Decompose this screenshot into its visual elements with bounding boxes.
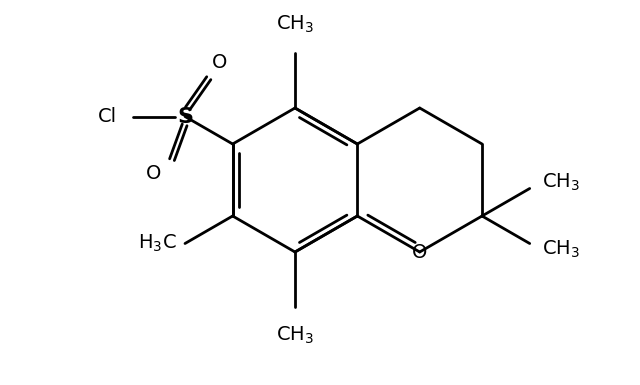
Text: O: O: [212, 53, 227, 72]
Text: CH$_3$: CH$_3$: [276, 325, 314, 346]
Text: Cl: Cl: [98, 107, 117, 126]
Text: H$_3$C: H$_3$C: [138, 233, 177, 254]
Text: CH$_3$: CH$_3$: [541, 172, 580, 193]
Text: CH$_3$: CH$_3$: [276, 14, 314, 35]
Text: S: S: [177, 107, 193, 127]
Text: O: O: [412, 243, 428, 261]
Text: CH$_3$: CH$_3$: [541, 239, 580, 260]
Text: O: O: [147, 164, 162, 183]
